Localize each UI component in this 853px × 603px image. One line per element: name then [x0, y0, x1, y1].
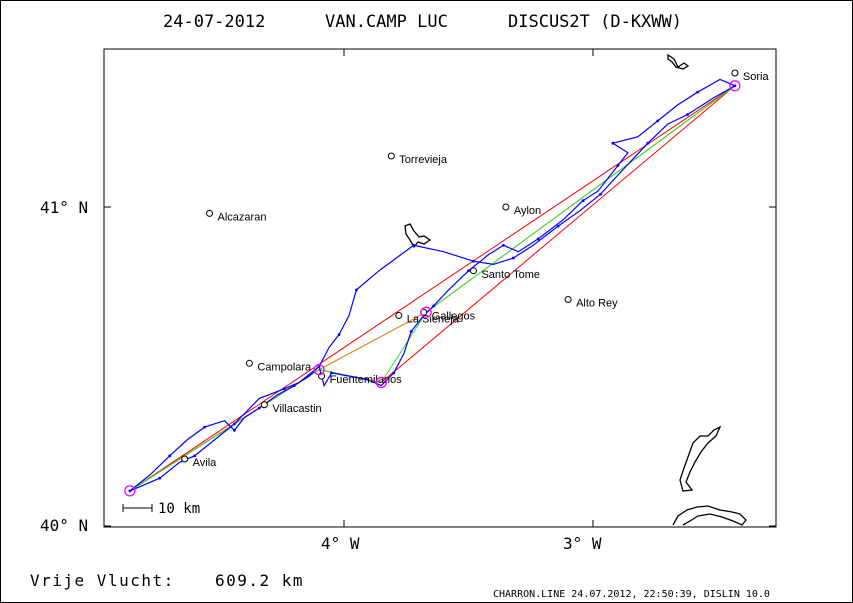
- lon-label-4w: 4° W: [321, 534, 360, 553]
- track-fix: [337, 333, 341, 336]
- track-fix: [168, 454, 172, 458]
- reservoir-outlines: [404, 53, 747, 526]
- track-fix: [330, 371, 333, 375]
- glider-id: DISCUS2T (D-KXWW): [508, 12, 682, 32]
- reservoir-bottom-right: [672, 505, 747, 526]
- flight-date: 24-07-2012: [163, 12, 265, 32]
- track-fix: [536, 237, 540, 241]
- track-fix: [611, 141, 615, 145]
- track-fix: [696, 90, 699, 94]
- track-fix: [733, 84, 737, 88]
- lat-label-40: 40° N: [40, 516, 88, 535]
- credit-line: CHARRON.LINE 24.07.2012, 22:50:39, DISLI…: [493, 589, 770, 600]
- place-label: Aylon: [514, 205, 541, 217]
- place-campolara: Campolara: [245, 359, 312, 373]
- place-label: Fuentemilanos: [330, 374, 403, 386]
- track-fix: [292, 384, 296, 388]
- place-label: Soria: [743, 71, 770, 83]
- track-fix: [193, 454, 197, 458]
- distance-value: 609.2 km: [215, 571, 304, 590]
- turnpoint-circle: [124, 485, 136, 497]
- place-soria: Soria: [731, 69, 770, 83]
- track-fix: [392, 371, 396, 375]
- place-alcazaran: Alcazaran: [206, 209, 267, 223]
- place-label: Alto Rey: [576, 298, 618, 310]
- track-fix: [257, 406, 261, 410]
- place-label: Torrevieja: [399, 154, 448, 166]
- place-santo-tome: Santo Tome: [469, 267, 540, 281]
- turnpoint-circle: [313, 364, 325, 376]
- track-fix: [158, 476, 162, 480]
- track-fix: [686, 113, 690, 116]
- track-fix: [128, 489, 132, 493]
- place-aylon: Aylon: [502, 203, 541, 217]
- place-label: Avila: [193, 457, 218, 469]
- track-fix: [282, 387, 286, 391]
- scale-bar-label: 10 km: [158, 501, 200, 517]
- track-fix: [501, 243, 505, 247]
- reservoir-center: [404, 223, 432, 249]
- track-fix: [365, 377, 368, 381]
- track-fix: [581, 199, 585, 203]
- distance-label: Vrije Vlucht:: [30, 571, 175, 590]
- place-label: La Sieneja: [407, 313, 460, 325]
- place-marker-icon: [564, 296, 572, 304]
- place-gallegos: Gallegos: [420, 308, 476, 322]
- place-marker-icon: [502, 203, 510, 211]
- track-fix: [467, 269, 470, 273]
- flight-track: [129, 78, 737, 492]
- place-marker-icon: [245, 359, 253, 367]
- track-fix: [317, 365, 321, 368]
- place-marker-icon: [260, 401, 268, 409]
- place-marker-icon: [469, 267, 477, 275]
- reservoir-top-right: [667, 53, 690, 70]
- track-fix: [472, 259, 475, 263]
- track-fix: [203, 425, 206, 429]
- turnpoint-circle: [729, 80, 741, 92]
- place-fuentemilanos: Fuentemilanos: [318, 372, 403, 386]
- track-fix: [355, 288, 358, 292]
- track-fix: [511, 256, 515, 260]
- place-marker-icon: [206, 209, 214, 217]
- map-plot-area: [103, 48, 777, 528]
- track-fix: [599, 192, 602, 196]
- place-avila: Avila: [181, 455, 218, 469]
- pilot-name: VAN.CAMP LUC: [325, 12, 448, 32]
- place-label: Santo Tome: [481, 269, 540, 281]
- turnpoint-circle: [420, 306, 432, 318]
- place-label: Villacastin: [272, 403, 321, 415]
- track-fix: [233, 422, 236, 426]
- place-torrevieja: Torrevieja: [387, 152, 448, 166]
- track-fix: [233, 428, 236, 432]
- track-fix: [409, 330, 413, 333]
- turnpoint-markers: [124, 80, 741, 497]
- place-marker-icon: [181, 455, 189, 463]
- place-marker-icon: [731, 69, 739, 77]
- place-label: Alcazaran: [218, 211, 267, 223]
- lat-label-41: 41° N: [40, 198, 88, 217]
- axis-ticks: [104, 49, 776, 527]
- place-marker-icon: [395, 311, 403, 319]
- place-markers: Soria Torrevieja Aylon Alcazaran Santo Tome A…: [181, 69, 770, 469]
- track-fix: [646, 141, 650, 145]
- track-fix: [656, 119, 660, 123]
- turnpoint-circle: [375, 376, 388, 389]
- place-la-sieneja: La Sieneja: [395, 311, 460, 325]
- place-label: Campolara: [257, 361, 312, 373]
- place-alto-rey: Alto Rey: [564, 296, 618, 310]
- lon-label-3w: 3° W: [563, 534, 602, 553]
- place-marker-icon: [387, 152, 395, 160]
- reservoir-right: [679, 425, 722, 492]
- track-fix: [556, 224, 560, 228]
- scale-bar: [122, 504, 153, 512]
- track-fixes: [128, 84, 737, 493]
- place-villacastin: Villacastin: [260, 401, 322, 415]
- track-fix: [616, 164, 620, 167]
- track-fix: [432, 304, 436, 308]
- place-label: Gallegos: [432, 310, 476, 322]
- track-fix: [412, 243, 416, 247]
